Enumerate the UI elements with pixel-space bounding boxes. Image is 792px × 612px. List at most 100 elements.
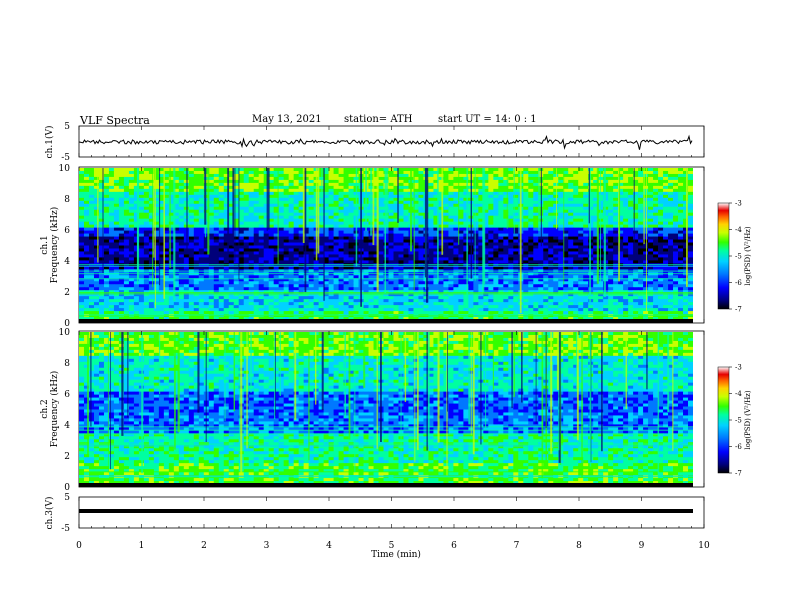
ch1-spectrogram-cell [318, 278, 324, 282]
ch1-spectrogram-cell [138, 266, 145, 270]
ch1-spectrogram-cell [453, 257, 459, 261]
ch1-spectrogram-cell [128, 206, 135, 211]
ch1-spectrogram-cell [228, 257, 235, 261]
ch1-spectrogram-cell [93, 284, 100, 288]
ch1-spectrogram-cell [393, 168, 399, 172]
ch1-spectrogram-cell [203, 284, 210, 288]
ch1-spectrogram-cell [168, 209, 175, 214]
ch1-spectrogram-cell [133, 245, 140, 249]
ch1-spectrogram-cell [638, 176, 644, 181]
ch1-spectrogram-cell [363, 233, 369, 237]
ch1-spectrogram-cell [298, 209, 305, 214]
ch1-spectrogram-cell [293, 209, 300, 214]
ch1-spectrogram-cell [363, 236, 369, 240]
ch1-spectrogram-cell [458, 200, 464, 205]
ch1-spectrogram-cell [683, 275, 689, 279]
ch1-spectrogram-cell [218, 182, 225, 187]
ch1-spectrogram-cell [228, 248, 235, 252]
ch1-spectrogram-cell [618, 200, 624, 205]
ch1-spectrogram-cell [623, 179, 629, 184]
ch1-spectrogram-cell [123, 185, 130, 190]
ch1-spectrogram-cell [98, 170, 105, 175]
ch1-spectrogram-cell [663, 209, 669, 214]
ch1-spectrogram-cell [203, 242, 210, 246]
ch1-spectrogram-cell [388, 182, 394, 187]
ch1-spectrogram-cell [653, 245, 659, 249]
ch1-spectrogram-cell [268, 284, 275, 288]
ch1-spectrogram-cell [663, 224, 669, 229]
ch1-spectrogram-cell [478, 185, 484, 190]
ch1-spectrogram-cell [198, 284, 205, 288]
ch1-spectrogram-cell [438, 230, 444, 234]
ch1-spectrogram-cell [308, 275, 315, 279]
ch1-spectrogram-cell [508, 206, 514, 211]
ch1-spectrogram-cell [408, 278, 414, 282]
ch1-spectrogram-cell [328, 179, 334, 184]
ch1-spectrogram-cell [268, 227, 275, 231]
ch1-spectrogram-cell [253, 230, 260, 234]
ch1-spectrogram-cell [558, 218, 564, 223]
ch1-spectrogram-cell [133, 230, 140, 234]
ch1-spectrogram-cell [573, 236, 579, 240]
ch1-spectrogram-cell [398, 260, 404, 264]
ch1-spectrogram-cell [643, 191, 649, 196]
ch1-spectrogram-cell [633, 191, 639, 196]
ch1-spectrogram-cell [678, 188, 684, 193]
ch1-spectrogram-cell [133, 248, 140, 252]
ch1-spectrogram-cell [263, 242, 270, 246]
ch1-spectrogram-cell [578, 233, 584, 237]
ch1-spectrogram-cell [383, 278, 389, 282]
ch1-spectrogram-cell [503, 242, 509, 246]
ch1-spectrogram-cell [528, 275, 534, 279]
ch1-spectrogram-cell [233, 194, 240, 199]
ch1-spectrogram-cell [638, 168, 644, 172]
ch1-spectrogram-cell [463, 212, 469, 217]
ch1-spectrogram-cell [413, 233, 419, 237]
ch1-spectrogram-cell [108, 275, 115, 279]
ch1-spectrogram-cell [113, 230, 120, 234]
ch1-spectrogram-cell [528, 176, 534, 181]
ch1-spectrogram-cell [558, 215, 564, 220]
ch1-spectrogram-cell [473, 194, 479, 199]
ch1-spectrogram-cell [323, 188, 329, 193]
ch1-spectrogram-cell [573, 275, 579, 279]
ch1-spectrogram-cell [593, 209, 599, 214]
ch1-spectrogram-cell [508, 209, 514, 214]
ch1-spectrogram-cell [668, 275, 674, 279]
ch1-spectrogram-cell [293, 185, 300, 190]
ch1-spectrogram-cell [293, 254, 300, 258]
ch1-spectrogram-cell [378, 254, 384, 258]
ch1-spectrogram-cell [673, 197, 679, 202]
ch1-spectrogram-cell [79, 251, 85, 255]
ch1-spectrogram-cell [163, 179, 170, 184]
ch1-spectrogram-cell [298, 284, 305, 288]
ch1-spectrogram-cell [563, 206, 569, 211]
ch1-spectrogram-cell [208, 191, 215, 196]
ch1-spectrogram-cell [523, 284, 529, 288]
ch1-spectrogram-cell [348, 170, 354, 175]
ch1-spectrogram-cell [548, 260, 554, 264]
ch1-spectrogram-cell [463, 170, 469, 175]
ch1-spectrogram-cell [563, 209, 569, 214]
ch1-spectrogram-cell [103, 203, 110, 208]
ch1-spectrogram-cell [608, 242, 614, 246]
ch1-spectrogram-cell [668, 251, 674, 255]
ch1-spectrogram-cell [613, 197, 619, 202]
ch1-spectrogram-cell [133, 179, 140, 184]
ch1-spectrogram-cell [568, 221, 574, 226]
ch1-spectrogram-cell [238, 203, 245, 208]
ch1-spectrogram-cell [198, 281, 205, 285]
ch1-spectrogram-cell [83, 287, 90, 291]
ch1-spectrogram-cell [173, 257, 180, 261]
ch1-spectrogram-cell [658, 191, 664, 196]
ch1-spectrogram-cell [113, 236, 120, 240]
ch1-spectrogram-cell [128, 215, 135, 220]
ch1-spectrogram-cell [88, 284, 95, 288]
ch1-spectrogram-cell [333, 203, 339, 208]
ch1-spectrogram-cell [343, 203, 349, 208]
ch1-spectrogram-cell [368, 284, 374, 288]
ch1-spectrogram-cell [293, 233, 300, 237]
ch1-spectrogram-cell [148, 233, 155, 237]
ch1-spectrogram-cell [413, 287, 419, 291]
ch1-spectrogram-cell [343, 200, 349, 205]
